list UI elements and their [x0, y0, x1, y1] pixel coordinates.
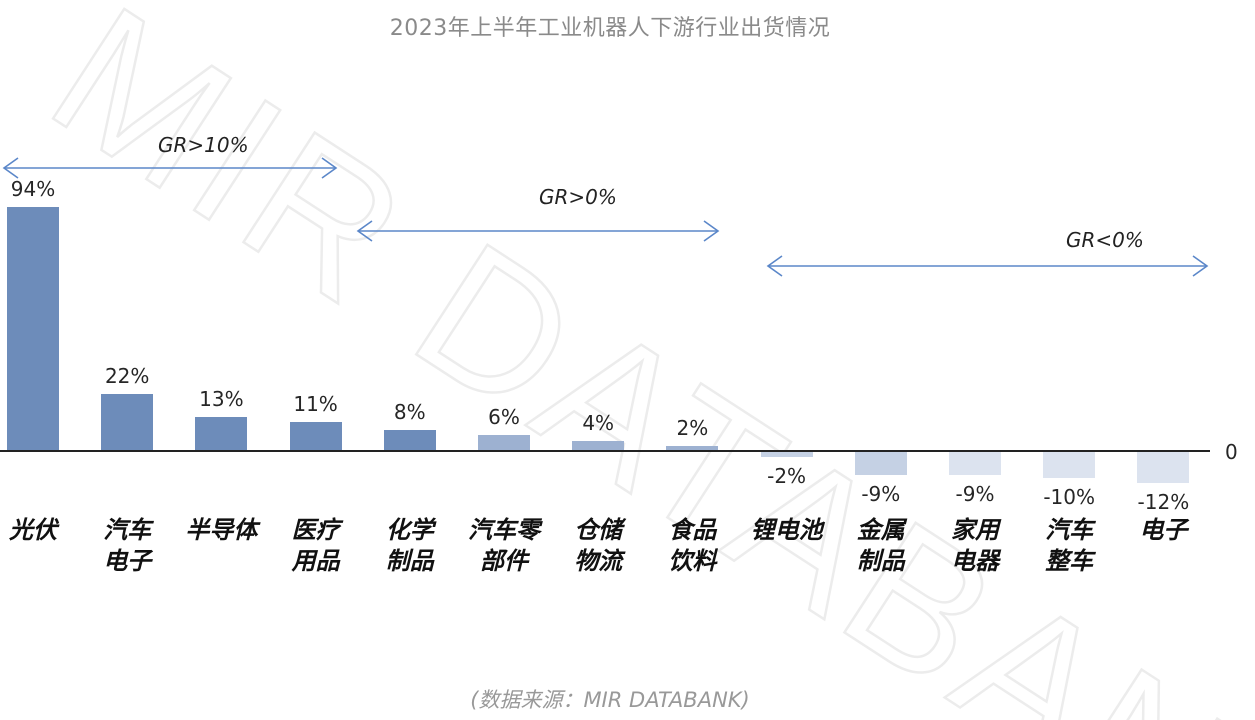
- value-label: 8%: [393, 400, 426, 425]
- category-label: 家用 电器: [951, 516, 999, 575]
- bar: [289, 422, 342, 451]
- bar: [1137, 452, 1190, 484]
- category-label: 仓储 物流: [574, 516, 623, 575]
- category-label: 汽车 整车: [1045, 516, 1094, 575]
- range-label: GR>0%: [539, 185, 617, 209]
- chart-title: 2023年上半年工业机器人下游行业出货情况: [389, 16, 831, 41]
- bar: [1043, 452, 1096, 478]
- value-label: 6%: [488, 405, 520, 430]
- bar: [572, 440, 625, 451]
- category-label: 医疗 用品: [291, 516, 340, 575]
- range-arrow: [356, 220, 720, 242]
- value-label: -12%: [1137, 490, 1190, 515]
- category-label: 光伏: [9, 516, 57, 544]
- bar: [195, 417, 248, 451]
- bar: [666, 445, 719, 451]
- y-axis-zero-label: 0: [1225, 440, 1238, 464]
- category-label: 汽车零 部件: [468, 516, 540, 575]
- category-label: 电子: [1139, 516, 1188, 544]
- bar: [478, 435, 530, 451]
- value-label: 13%: [199, 387, 244, 412]
- value-label: -10%: [1043, 485, 1096, 509]
- value-label: 2%: [676, 415, 709, 440]
- bar: [7, 206, 59, 451]
- category-label: 半导体: [185, 516, 258, 544]
- range-arrow: [2, 157, 338, 179]
- category-label: 锂电池: [750, 516, 823, 544]
- category-label: 食品 饮料: [668, 516, 717, 575]
- x-axis-baseline: [0, 450, 1210, 452]
- source-note: (数据来源：MIR DATABANK): [470, 688, 750, 712]
- value-label: -9%: [861, 482, 901, 507]
- bar: [854, 452, 907, 476]
- category-label: 汽车 电子: [103, 516, 152, 575]
- range-label: GR<0%: [1066, 228, 1144, 252]
- bar: [760, 452, 813, 458]
- value-label: 94%: [10, 176, 56, 201]
- value-label: 11%: [293, 392, 338, 417]
- range-arrow: [766, 255, 1209, 277]
- category-label: 化学 制品: [385, 516, 434, 575]
- range-label: GR>10%: [158, 133, 249, 157]
- value-label: 22%: [104, 363, 150, 388]
- bar: [101, 393, 154, 451]
- bar: [949, 452, 1001, 476]
- value-label: 4%: [582, 410, 615, 435]
- bar: [383, 430, 436, 451]
- category-label: 金属 制品: [856, 516, 905, 575]
- value-label: -9%: [955, 482, 995, 507]
- value-label: -2%: [767, 464, 807, 489]
